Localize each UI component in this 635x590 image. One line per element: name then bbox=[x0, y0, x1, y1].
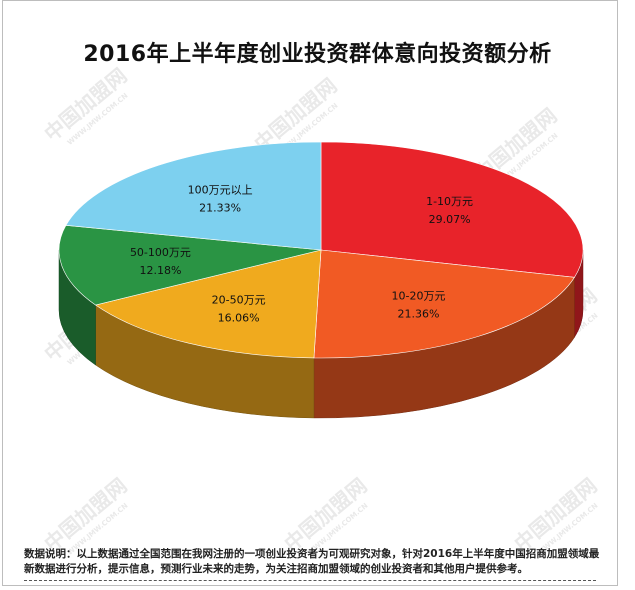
chart-title: 2016年上半年度创业投资群体意向投资额分析 bbox=[83, 42, 552, 67]
slice-label-2: 20-50万元 bbox=[212, 294, 266, 307]
pie-slice-2 bbox=[94, 249, 322, 359]
pie-slices bbox=[58, 141, 584, 359]
pie-slice-4 bbox=[65, 141, 322, 251]
slice-label-0: 1-10万元 bbox=[426, 195, 473, 208]
slice-value-0: 29.07% bbox=[429, 213, 471, 226]
pie-slice-3 bbox=[58, 224, 322, 306]
slice-label-4: 100万元以上 bbox=[188, 184, 253, 197]
slice-label-3: 50-100万元 bbox=[130, 246, 191, 259]
slice-value-1: 21.36% bbox=[398, 308, 440, 321]
slice-value-4: 21.33% bbox=[199, 202, 241, 215]
note-divider bbox=[24, 580, 596, 581]
data-note: 数据说明：以上数据通过全国范围在我网注册的一项创业投资者为可观研究对象，针对20… bbox=[24, 548, 600, 575]
slice-label-1: 10-20万元 bbox=[392, 290, 446, 303]
slice-value-3: 12.18% bbox=[139, 264, 181, 277]
pie-slice-1 bbox=[313, 249, 575, 359]
slice-value-2: 16.06% bbox=[218, 312, 260, 325]
pie-slice-0 bbox=[320, 141, 584, 278]
pie-labels: 1-10万元 29.07% 10-20万元 21.36% 20-50万元 16.06% 50… bbox=[130, 184, 473, 325]
